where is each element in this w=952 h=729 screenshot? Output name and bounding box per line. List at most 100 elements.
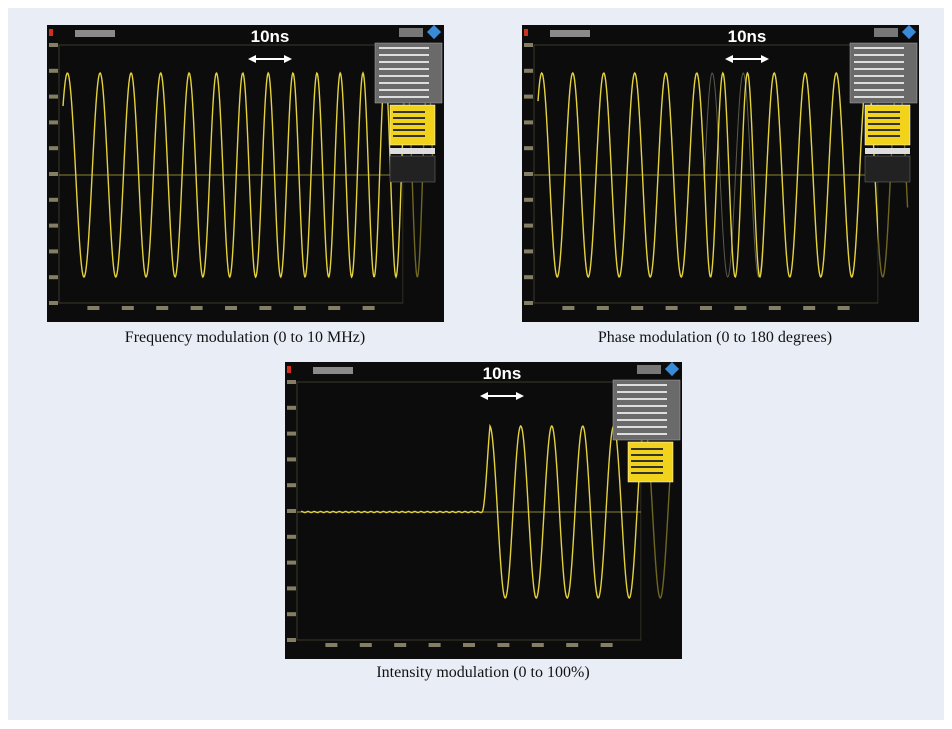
axis-label-block bbox=[259, 306, 271, 310]
axis-label-block bbox=[49, 198, 58, 202]
status-bar bbox=[865, 148, 910, 154]
time-scale-label: 10ns bbox=[483, 364, 522, 383]
axis-label-block bbox=[597, 306, 609, 310]
info-line bbox=[617, 398, 667, 400]
axis-label-block bbox=[769, 306, 781, 310]
axis-label-block bbox=[838, 306, 850, 310]
time-scale-label: 10ns bbox=[251, 27, 290, 46]
axis-label-block bbox=[287, 638, 296, 642]
axis-label-block bbox=[87, 306, 99, 310]
info-line bbox=[379, 54, 429, 56]
date-block bbox=[399, 28, 423, 37]
measure-line bbox=[393, 135, 425, 137]
axis-label-block bbox=[803, 306, 815, 310]
axis-label-block bbox=[49, 43, 58, 47]
measure-line bbox=[868, 111, 900, 113]
info-panel bbox=[613, 380, 680, 440]
axis-label-block bbox=[524, 275, 533, 279]
info-line bbox=[379, 75, 429, 77]
scope-display: 10ns bbox=[47, 25, 444, 322]
caption: Frequency modulation (0 to 10 MHz) bbox=[45, 329, 445, 347]
axis-label-block bbox=[287, 612, 296, 616]
oscilloscope-screen: 10ns bbox=[522, 25, 919, 322]
axis-label-block bbox=[524, 198, 533, 202]
axis-label-block bbox=[562, 306, 574, 310]
info-line bbox=[617, 405, 667, 407]
axis-label-block bbox=[524, 224, 533, 228]
axis-label-block bbox=[429, 643, 441, 647]
axis-label-block bbox=[734, 306, 746, 310]
axis-label-block bbox=[631, 306, 643, 310]
axis-label-block bbox=[700, 306, 712, 310]
axis-label-block bbox=[225, 306, 237, 310]
info-line bbox=[854, 54, 904, 56]
axis-label-block bbox=[49, 146, 58, 150]
axis-label-block bbox=[156, 306, 168, 310]
info-panel bbox=[850, 43, 917, 103]
marker bbox=[287, 366, 291, 373]
measure-line bbox=[631, 460, 663, 462]
axis-label-block bbox=[49, 249, 58, 253]
measure-line bbox=[393, 129, 425, 131]
trace-tag bbox=[313, 367, 353, 374]
trace-tag bbox=[550, 30, 590, 37]
axis-label-block bbox=[49, 301, 58, 305]
axis-label-block bbox=[49, 120, 58, 124]
info-line bbox=[617, 384, 667, 386]
axis-label-block bbox=[191, 306, 203, 310]
info-line bbox=[854, 47, 904, 49]
info-line bbox=[854, 96, 904, 98]
marker bbox=[524, 29, 528, 36]
measure-line bbox=[393, 123, 425, 125]
axis-label-block bbox=[287, 380, 296, 384]
axis-label-block bbox=[524, 249, 533, 253]
axis-label-block bbox=[524, 69, 533, 73]
axis-label-block bbox=[601, 643, 613, 647]
axis-label-block bbox=[524, 146, 533, 150]
graticule-frame bbox=[297, 382, 641, 640]
axis-label-block bbox=[363, 306, 375, 310]
axis-label-block bbox=[394, 643, 406, 647]
info-line bbox=[379, 47, 429, 49]
time-scale-label: 10ns bbox=[728, 27, 767, 46]
date-block bbox=[637, 365, 661, 374]
axis-label-block bbox=[287, 586, 296, 590]
axis-label-block bbox=[532, 643, 544, 647]
oscilloscope-screen: 10ns bbox=[285, 362, 682, 659]
page: {"panels": [ {"scale_label": "10ns", "ca… bbox=[0, 0, 952, 729]
date-block bbox=[874, 28, 898, 37]
axis-label-block bbox=[328, 306, 340, 310]
axis-label-block bbox=[49, 224, 58, 228]
axis-label-block bbox=[287, 483, 296, 487]
axis-label-block bbox=[287, 457, 296, 461]
info-line bbox=[854, 75, 904, 77]
axis-label-block bbox=[524, 120, 533, 124]
measure-line bbox=[631, 472, 663, 474]
status-panel bbox=[390, 156, 435, 182]
axis-label-block bbox=[463, 643, 475, 647]
caption: Intensity modulation (0 to 100%) bbox=[283, 664, 683, 682]
axis-label-block bbox=[666, 306, 678, 310]
axis-label-block bbox=[497, 643, 509, 647]
measure-line bbox=[868, 129, 900, 131]
measure-line bbox=[868, 135, 900, 137]
axis-label-block bbox=[287, 406, 296, 410]
measure-line bbox=[868, 117, 900, 119]
axis-label-block bbox=[325, 643, 337, 647]
measure-line bbox=[631, 448, 663, 450]
measure-line bbox=[393, 111, 425, 113]
axis-label-block bbox=[287, 561, 296, 565]
status-panel bbox=[865, 156, 910, 182]
info-line bbox=[379, 61, 429, 63]
axis-label-block bbox=[524, 301, 533, 305]
info-line bbox=[617, 412, 667, 414]
info-line bbox=[617, 419, 667, 421]
info-line bbox=[617, 433, 667, 435]
axis-label-block bbox=[294, 306, 306, 310]
info-line bbox=[854, 68, 904, 70]
measure-line bbox=[868, 123, 900, 125]
status-bar bbox=[390, 148, 435, 154]
measure-line bbox=[631, 454, 663, 456]
axis-label-block bbox=[524, 43, 533, 47]
oscilloscope-screen: 10ns bbox=[47, 25, 444, 322]
